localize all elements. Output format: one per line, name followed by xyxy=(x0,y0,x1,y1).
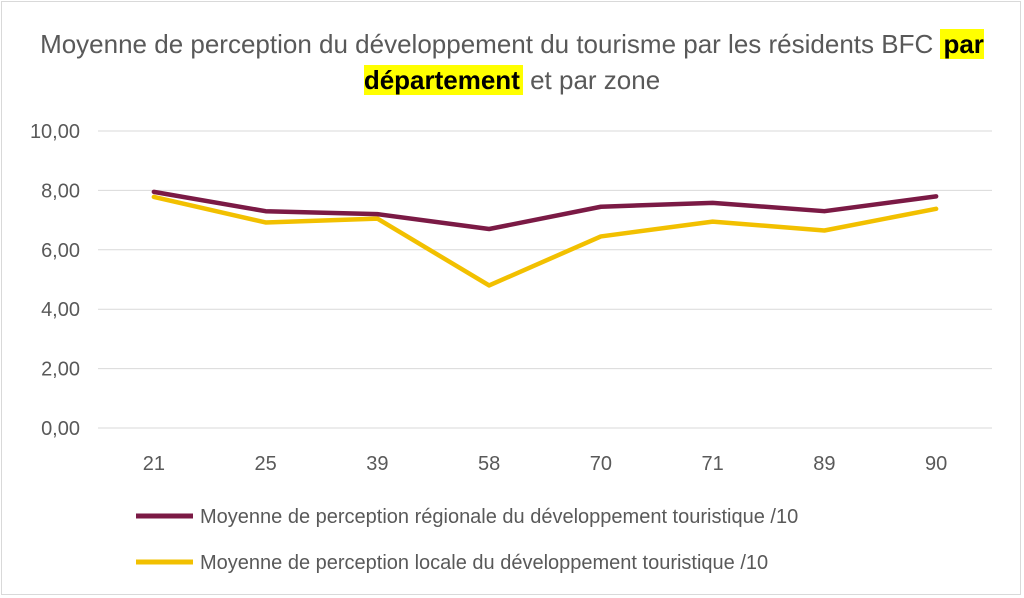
legend: Moyenne de perception régionale du dével… xyxy=(136,506,798,574)
y-tick-label: 4,00 xyxy=(41,299,80,321)
x-axis-ticks: 21 25 39 58 70 71 89 90 xyxy=(143,453,948,475)
chart-title-part-1: Moyenne de perception du développement d… xyxy=(40,29,941,59)
x-tick-label: 39 xyxy=(366,453,388,475)
y-tick-label: 6,00 xyxy=(41,240,80,262)
series-line-2 xyxy=(151,194,939,288)
chart-title: Moyenne de perception du développement d… xyxy=(0,26,1024,98)
x-tick-label: 21 xyxy=(143,453,165,475)
y-axis-ticks: 0,00 2,00 4,00 6,00 8,00 10,00 xyxy=(30,121,80,440)
y-tick-label: 8,00 xyxy=(41,180,80,202)
x-tick-label: 71 xyxy=(702,453,724,475)
series-line-1 xyxy=(151,189,939,232)
legend-label: Moyenne de perception régionale du dével… xyxy=(200,506,798,528)
gridlines xyxy=(98,130,992,429)
y-tick-label: 2,00 xyxy=(41,359,80,381)
chart-title-part-2: et par zone xyxy=(522,65,661,95)
y-tick-label: 10,00 xyxy=(30,121,80,143)
x-tick-label: 70 xyxy=(590,453,612,475)
y-tick-label: 0,00 xyxy=(41,418,80,440)
x-tick-label: 58 xyxy=(478,453,500,475)
x-tick-label: 25 xyxy=(255,453,277,475)
series-lines xyxy=(151,189,939,288)
legend-label: Moyenne de perception locale du développ… xyxy=(200,552,768,574)
x-tick-label: 90 xyxy=(925,453,947,475)
x-tick-label: 89 xyxy=(813,453,835,475)
